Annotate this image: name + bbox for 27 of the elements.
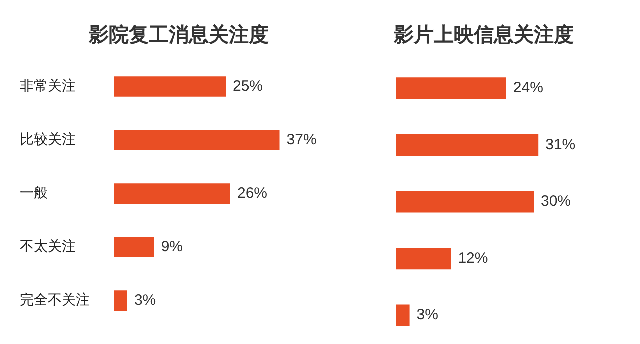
bar: [114, 184, 230, 204]
bar: [396, 304, 410, 326]
bar: [396, 78, 506, 100]
bar: [114, 130, 280, 150]
y-tick-label: 一般: [20, 184, 48, 201]
chart-title: 影院复工消息关注度: [88, 24, 269, 47]
y-tick-label: 非常关注: [20, 78, 76, 94]
bar: [396, 191, 534, 213]
data-label: 12%: [458, 250, 488, 267]
bar: [114, 290, 128, 312]
y-tick-label: 完全不关注: [20, 292, 90, 308]
data-label: 9%: [161, 238, 184, 256]
bar: [396, 248, 452, 270]
data-label: 30%: [541, 193, 572, 210]
data-label: 25%: [233, 78, 264, 95]
bar: [396, 134, 539, 156]
data-label: 24%: [513, 80, 544, 97]
data-label: 26%: [237, 184, 268, 202]
bar: [114, 237, 154, 258]
data-label: 31%: [546, 136, 576, 154]
chart-title: 影片上映信息关注度: [393, 24, 574, 47]
data-label: 3%: [416, 306, 438, 324]
data-label: 3%: [134, 292, 156, 309]
data-label: 37%: [286, 131, 317, 148]
y-tick-label: 不太关注: [20, 238, 76, 254]
y-tick-label: 比较关注: [20, 131, 76, 148]
bar: [114, 76, 226, 97]
